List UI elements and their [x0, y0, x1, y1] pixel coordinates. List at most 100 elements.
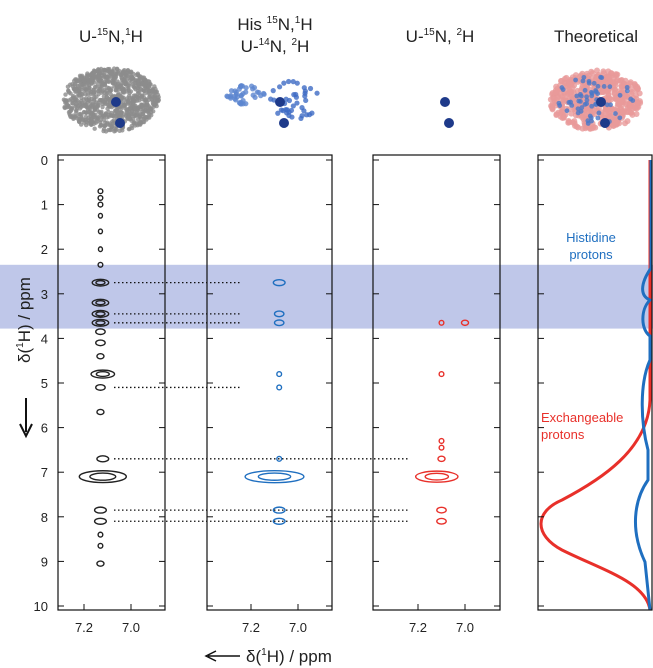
atom	[83, 114, 89, 120]
y-arrow	[19, 398, 33, 439]
atom	[288, 107, 295, 114]
atom	[137, 84, 142, 89]
atom	[91, 72, 96, 77]
atom	[122, 103, 127, 109]
atom	[146, 88, 152, 93]
peak	[272, 506, 286, 514]
atom	[99, 122, 104, 128]
atom	[70, 81, 75, 87]
atom	[119, 87, 125, 93]
atom	[146, 115, 152, 120]
atom	[103, 111, 108, 116]
panel-title: His 15N,1H	[237, 15, 312, 34]
peak	[91, 278, 110, 287]
atom	[96, 73, 101, 79]
text-segment: U-	[79, 27, 97, 46]
superscript: 1	[295, 15, 301, 26]
atom	[120, 114, 125, 119]
atom	[613, 111, 618, 116]
atom	[574, 93, 580, 99]
atom	[612, 86, 619, 93]
atom	[584, 94, 590, 100]
atom	[140, 81, 145, 87]
atom	[84, 74, 90, 80]
histidine-atom	[440, 97, 450, 107]
y-tick-label: 0	[41, 153, 48, 168]
atom	[606, 114, 613, 121]
atom	[138, 74, 143, 79]
panel-title: U-15N,1H	[79, 27, 143, 46]
atom	[243, 89, 249, 95]
atom	[621, 120, 628, 127]
text-segment: δ(	[15, 347, 34, 362]
atom	[624, 84, 630, 90]
atom	[150, 101, 156, 107]
histidine-atom	[444, 118, 454, 128]
y-tick-label: 5	[41, 376, 48, 391]
atom	[130, 99, 135, 104]
atom	[632, 104, 639, 111]
peak-core	[257, 472, 292, 481]
atom	[131, 116, 136, 122]
exchangeable-label: Exchangeable	[541, 410, 623, 425]
y-tick-label: 6	[41, 421, 48, 436]
text-segment: His	[237, 15, 266, 34]
atom	[584, 101, 590, 107]
atom	[124, 96, 130, 101]
superscript: 1	[261, 647, 267, 658]
exchangeable-label: protons	[541, 427, 585, 442]
superscript: 15	[97, 27, 109, 38]
peak	[95, 383, 106, 391]
atom	[557, 77, 564, 84]
atom	[634, 85, 641, 92]
atom	[294, 100, 300, 106]
atom	[124, 110, 129, 115]
atom	[75, 83, 81, 89]
atom	[92, 126, 97, 131]
peak	[273, 310, 285, 318]
peak-core	[89, 472, 117, 481]
atom	[92, 69, 98, 74]
atom	[88, 111, 93, 117]
atom	[238, 82, 244, 89]
atom	[629, 111, 636, 118]
atom	[66, 89, 71, 94]
atom	[285, 78, 292, 85]
atom	[591, 111, 598, 118]
atom	[628, 90, 635, 97]
atom	[278, 107, 284, 113]
peak	[97, 201, 104, 208]
text-segment: δ(	[246, 647, 261, 666]
histidine-atom	[279, 118, 289, 128]
atom	[601, 84, 607, 89]
atom	[77, 87, 82, 93]
x-tick-label: 7.2	[75, 620, 93, 635]
atom	[137, 93, 143, 98]
atom	[70, 93, 76, 99]
text-segment: N,	[108, 27, 125, 46]
atom	[76, 91, 81, 96]
atom	[116, 91, 121, 96]
peak	[93, 517, 108, 525]
atom	[560, 114, 567, 121]
atom	[125, 115, 130, 121]
atom	[68, 108, 74, 113]
peak	[276, 370, 283, 378]
atom	[582, 107, 589, 114]
peak	[438, 444, 445, 451]
text-segment: H) / ppm	[267, 647, 332, 666]
peak	[90, 369, 116, 379]
peak-core	[95, 371, 110, 378]
atom	[552, 89, 559, 96]
y-tick-label: 9	[41, 554, 48, 569]
atom	[129, 123, 134, 129]
highlight-band	[0, 264, 653, 329]
atom	[303, 97, 309, 104]
peak	[97, 246, 104, 253]
atom	[605, 74, 612, 81]
peak	[460, 319, 470, 327]
atom	[90, 102, 96, 107]
atom	[573, 77, 578, 83]
histidine-atom	[596, 97, 606, 107]
atom	[614, 76, 621, 83]
